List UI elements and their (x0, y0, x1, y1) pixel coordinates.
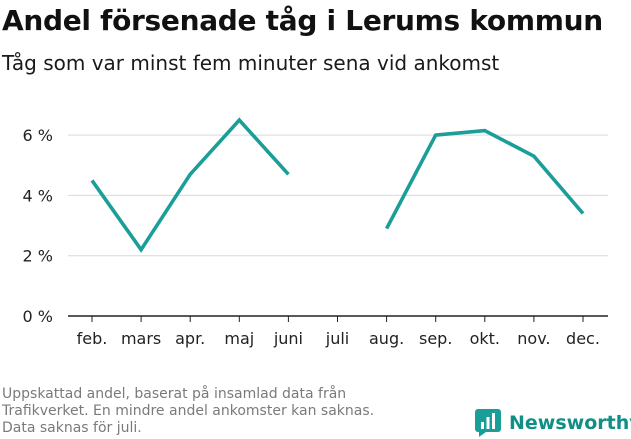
y-tick-label: 6 % (23, 126, 53, 145)
brand-name: Newsworthy (509, 412, 631, 434)
footnote-line-2: Trafikverket. En mindre andel ankomster … (2, 403, 375, 419)
footnote: Uppskattad andel, baserat på insamlad da… (2, 386, 442, 437)
chart-subtitle: Tåg som var minst fem minuter sena vid a… (2, 51, 500, 75)
line-chart: 0 % 2 % 4 % 6 % feb. mars apr. maj juni juli aug. s… (23, 117, 608, 348)
y-tick-label: 4 % (23, 186, 53, 205)
footnote-line-3: Data saknas för juli. (2, 420, 142, 436)
x-tick-label: mars (121, 329, 161, 348)
x-tick-label: sep. (419, 329, 452, 348)
x-tick-label: nov. (517, 329, 550, 348)
x-tick-label: juli (325, 329, 349, 348)
series-line (385, 128, 585, 230)
series-line (90, 117, 290, 253)
x-tick-label: maj (224, 329, 254, 348)
y-tick-label: 2 % (23, 247, 53, 266)
brand-logo: Newsworthy (474, 408, 631, 438)
x-tick-label: okt. (470, 329, 500, 348)
x-tick-label: juni (273, 329, 303, 348)
chart-title: Andel försenade tåg i Lerums kommun (2, 4, 603, 37)
x-tick-label: aug. (369, 329, 404, 348)
x-tick-label: feb. (77, 329, 108, 348)
x-tick-label: apr. (175, 329, 205, 348)
x-tick-label: dec. (566, 329, 600, 348)
newsworthy-logo-icon (475, 409, 501, 437)
y-tick-label: 0 % (23, 307, 53, 326)
footnote-line-1: Uppskattad andel, baserat på insamlad da… (2, 386, 347, 402)
